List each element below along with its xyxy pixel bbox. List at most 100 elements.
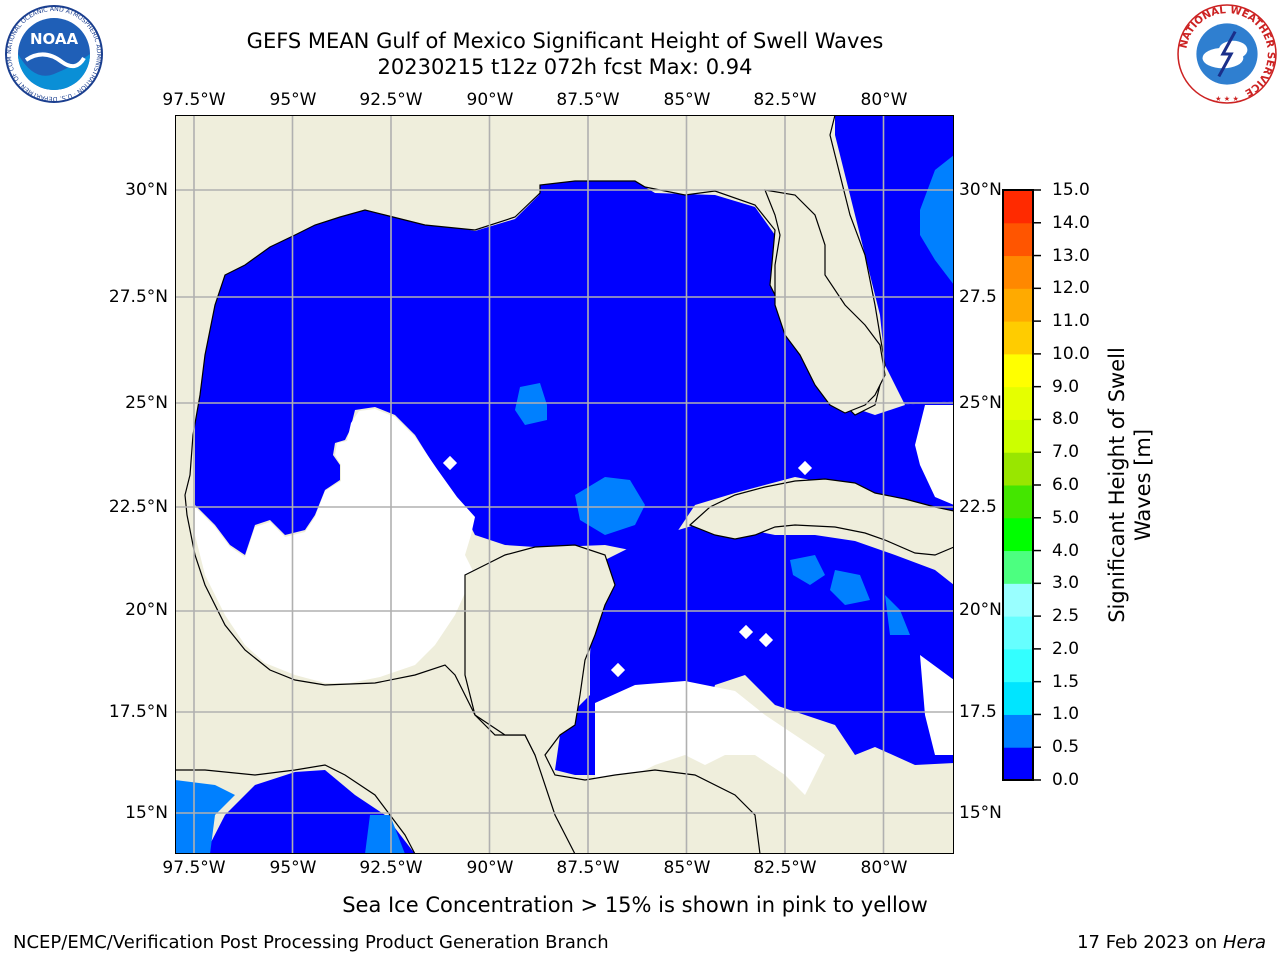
colorbar-swatch xyxy=(1003,681,1033,715)
no-data-speck xyxy=(738,624,754,640)
nws-logo: NATIONAL WEATHER SERVICE ★ ★ ★ xyxy=(1177,4,1277,104)
no-data-region-caribbean xyxy=(595,681,825,795)
lat-tick-left: 27.5°N xyxy=(108,287,168,307)
lat-tick-right: 30°N xyxy=(959,180,1002,200)
colorbar-swatch xyxy=(1003,321,1033,355)
chart-subtitle: 20230215 t12z 072h fcst Max: 0.94 xyxy=(377,55,753,79)
lat-tick-right: 22.5 xyxy=(959,497,997,517)
lat-tick-right: 20°N xyxy=(959,600,1002,620)
colorbar-swatch xyxy=(1003,255,1033,289)
lon-tick-bottom: 80°W xyxy=(860,858,908,878)
no-data-speck xyxy=(442,455,458,471)
lat-tick-left: 22.5°N xyxy=(108,497,168,517)
colorbar-tick-label: 10.0 xyxy=(1052,343,1090,364)
gulf-map xyxy=(175,115,954,854)
colorbar-tick-label: 15.0 xyxy=(1052,180,1090,200)
swell-field-mid-east xyxy=(920,155,954,285)
lon-tick-bottom: 95°W xyxy=(269,858,317,878)
colorbar-tick-label: 0.5 xyxy=(1052,737,1080,758)
lon-tick-top: 90°W xyxy=(466,90,514,110)
no-data-region-east-2 xyxy=(920,655,954,755)
colorbar-tick-label: 4.0 xyxy=(1052,540,1080,561)
lon-tick-top: 95°W xyxy=(269,90,317,110)
colorbar-tick-label: 3.0 xyxy=(1052,573,1080,594)
colorbar-swatch xyxy=(1003,648,1033,683)
colorbar-label-line1: Significant Height of Swell xyxy=(1105,347,1129,623)
sea-ice-note: Sea Ice Concentration > 15% is shown in … xyxy=(0,892,1280,918)
lat-tick-left: 25°N xyxy=(125,393,168,413)
lon-tick-bottom: 90°W xyxy=(466,858,514,878)
footer-org: NCEP/EMC/Verification Post Processing Pr… xyxy=(13,932,609,953)
lon-tick-bottom: 85°W xyxy=(663,858,711,878)
swell-field-low xyxy=(195,181,954,555)
lon-tick-top: 97.5°W xyxy=(162,90,226,110)
graticule xyxy=(175,115,954,854)
colorbar xyxy=(1002,189,1041,781)
lon-tick-top: 82.5°W xyxy=(753,90,817,110)
lon-tick-top: 85°W xyxy=(663,90,711,110)
lat-tick-left: 17.5°N xyxy=(108,702,168,722)
colorbar-swatch xyxy=(1003,583,1033,617)
footer-date: 17 Feb 2023 on Hera xyxy=(1077,932,1266,954)
lat-tick-right: 25°N xyxy=(959,393,1002,413)
lat-tick-left: 30°N xyxy=(125,180,168,200)
lon-tick-top: 92.5°W xyxy=(359,90,423,110)
colorbar-swatch xyxy=(1003,353,1033,388)
lat-tick-right: 15°N xyxy=(959,803,1002,823)
colorbar-tick-label: 11.0 xyxy=(1052,311,1090,332)
colorbar-tick-label: 0.0 xyxy=(1052,770,1080,790)
colorbar-swatch xyxy=(1003,222,1033,257)
colorbar-swatch xyxy=(1003,452,1033,486)
noaa-text: NOAA xyxy=(30,30,79,48)
colorbar-tick-label: 8.0 xyxy=(1052,409,1080,430)
colorbar-label: Significant Height of Swell Waves [m] xyxy=(1104,347,1156,623)
chart-title: GEFS MEAN Gulf of Mexico Significant Hei… xyxy=(246,29,884,53)
no-data-region-east xyxy=(915,405,954,505)
colorbar-swatch xyxy=(1003,517,1033,552)
colorbar-swatch xyxy=(1003,419,1033,453)
land-florida xyxy=(764,189,886,414)
no-data-speck xyxy=(797,460,813,476)
colorbar-swatch xyxy=(1003,386,1033,420)
colorbar-tick-label: 13.0 xyxy=(1052,245,1090,266)
swell-field-mid-pacific xyxy=(175,780,235,854)
colorbar-tick-label: 7.0 xyxy=(1052,442,1080,463)
lon-tick-bottom: 87.5°W xyxy=(556,858,620,878)
noaa-logo: NATIONAL OCEANIC AND ATMOSPHERIC ADMINIS… xyxy=(4,4,103,103)
colorbar-tick-label: 1.0 xyxy=(1052,704,1080,725)
lon-tick-bottom: 92.5°W xyxy=(359,858,423,878)
colorbar-tick-label: 2.0 xyxy=(1052,638,1080,659)
lat-tick-right: 17.5 xyxy=(959,702,997,722)
colorbar-tick-label: 5.0 xyxy=(1052,507,1080,528)
swell-field-mid-patch xyxy=(515,383,547,425)
colorbar-tick-label: 12.0 xyxy=(1052,278,1090,299)
swell-field-mid-central xyxy=(575,477,645,535)
colorbar-swatch xyxy=(1003,190,1033,224)
no-data-speck xyxy=(758,632,774,648)
colorbar-tick-label: 9.0 xyxy=(1052,376,1080,397)
lat-tick-right: 27.5 xyxy=(959,287,997,307)
lon-tick-bottom: 97.5°W xyxy=(162,858,226,878)
no-data-region-bay-of-campeche xyxy=(195,409,475,683)
lon-tick-bottom: 82.5°W xyxy=(753,858,817,878)
colorbar-tick-label: 14.0 xyxy=(1052,212,1090,233)
lon-tick-top: 87.5°W xyxy=(556,90,620,110)
swell-field-mid-pacific-2 xyxy=(365,815,405,854)
swell-field-mid-cuba-s xyxy=(790,555,910,635)
lon-tick-top: 80°W xyxy=(860,90,908,110)
lat-tick-left: 20°N xyxy=(125,600,168,620)
sea-ice-note-text: Sea Ice Concentration > 15% is shown in … xyxy=(342,893,928,917)
colorbar-swatch xyxy=(1003,747,1033,781)
colorbar-tick-label: 2.5 xyxy=(1052,606,1080,627)
lat-tick-left: 15°N xyxy=(125,803,168,823)
colorbar-swatch xyxy=(1003,288,1033,322)
no-data-speck xyxy=(610,662,626,678)
colorbar-tick-label: 6.0 xyxy=(1052,475,1080,495)
colorbar-swatch xyxy=(1003,616,1033,650)
swell-field-low-atlantic xyxy=(835,115,954,405)
footer-date-text: 17 Feb 2023 on xyxy=(1077,932,1223,953)
svg-text:★ ★ ★: ★ ★ ★ xyxy=(1215,94,1239,103)
swell-field-low-pacific xyxy=(205,770,415,854)
colorbar-swatch xyxy=(1003,550,1033,584)
colorbar-tick-label: 1.5 xyxy=(1052,671,1080,692)
